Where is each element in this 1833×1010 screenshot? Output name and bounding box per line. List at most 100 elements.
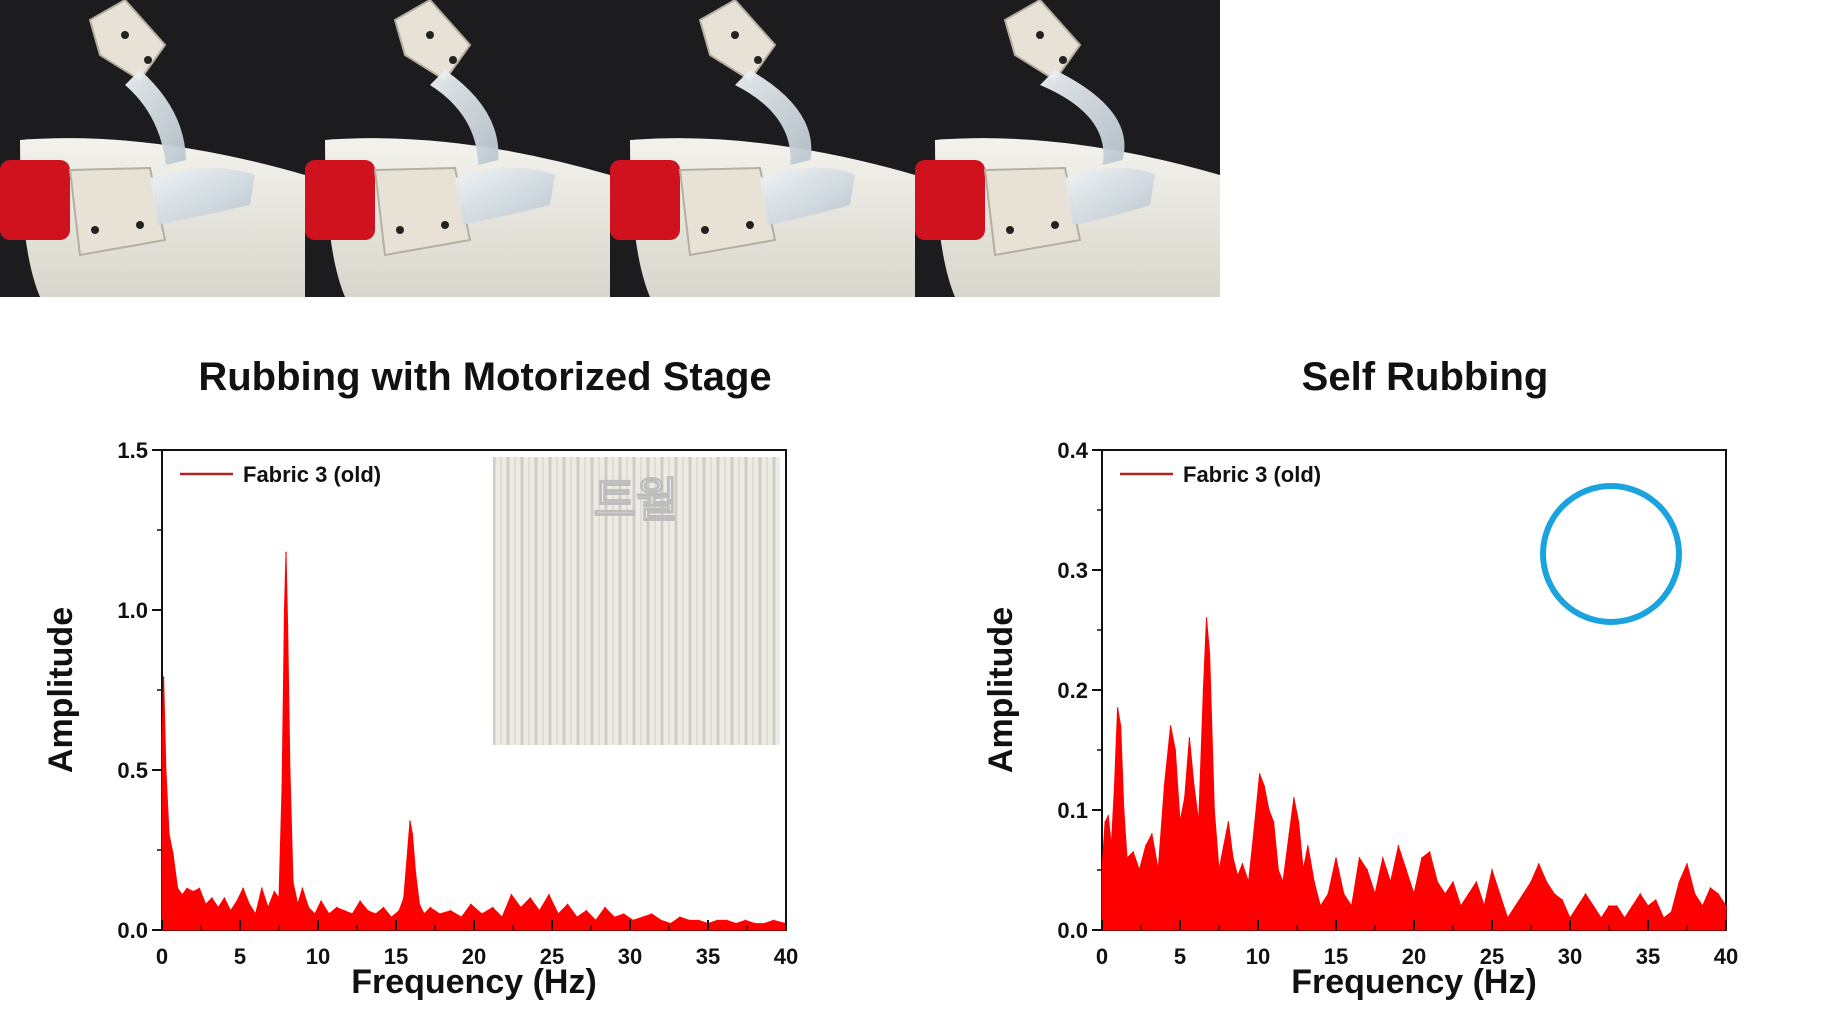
data-point <box>204 903 207 906</box>
data-point <box>641 916 644 918</box>
data-point <box>1247 881 1250 883</box>
data-point <box>351 913 354 915</box>
x-tick-label: 10 <box>306 944 330 969</box>
x-tick-label: 0 <box>156 944 168 969</box>
data-point <box>296 903 299 906</box>
data-point <box>1307 845 1309 847</box>
x-axis-label: Frequency (Hz) <box>351 963 597 1001</box>
data-point <box>1268 809 1270 811</box>
data-point <box>1686 863 1688 865</box>
data-point <box>382 906 385 909</box>
data-point <box>716 919 719 922</box>
data-point <box>1241 863 1244 865</box>
data-point <box>328 913 330 915</box>
y-tick-label: 0.5 <box>117 758 148 783</box>
data-point <box>1561 899 1563 901</box>
x-tick-label: 20 <box>462 944 486 969</box>
data-point <box>1227 821 1230 823</box>
data-point <box>242 887 244 890</box>
data-point <box>1232 857 1234 859</box>
data-point <box>165 769 167 771</box>
data-point <box>1258 773 1261 775</box>
data-point <box>211 897 213 899</box>
data-point <box>470 903 472 906</box>
data-point <box>1104 821 1106 823</box>
data-point <box>1222 845 1225 847</box>
y-tick-label: 1.0 <box>117 598 148 623</box>
y-tick-label: 0.4 <box>1057 438 1088 463</box>
data-point <box>1335 857 1337 859</box>
x-tick-label: 10 <box>1246 944 1270 969</box>
data-point <box>1174 749 1177 751</box>
data-point <box>735 922 737 925</box>
gripper-photo-strip <box>0 0 1220 297</box>
data-point <box>1193 785 1195 787</box>
data-point <box>772 919 775 922</box>
data-point <box>301 887 304 890</box>
data-point <box>1205 617 1208 619</box>
legend-label: Fabric 3 (old) <box>243 462 381 487</box>
data-point <box>236 900 238 902</box>
x-tick-label: 5 <box>234 944 246 969</box>
data-point <box>409 820 411 822</box>
inset-fabric-image <box>493 457 780 745</box>
data-point <box>1717 893 1719 895</box>
data-point <box>1631 905 1634 907</box>
data-point <box>1151 833 1153 835</box>
data-point <box>449 910 452 912</box>
data-point <box>491 906 494 909</box>
data-point <box>181 894 184 896</box>
x-axis-label: Frequency (Hz) <box>1291 963 1537 1001</box>
y-tick-label: 0.0 <box>117 918 148 943</box>
data-point <box>1157 869 1159 871</box>
data-point <box>1358 857 1361 859</box>
data-point <box>1119 725 1122 727</box>
data-point <box>273 890 276 893</box>
data-point <box>283 609 286 611</box>
x-tick-label: 30 <box>1558 944 1582 969</box>
data-point <box>1538 863 1540 865</box>
data-point <box>669 922 672 925</box>
data-point <box>1600 917 1602 919</box>
data-point <box>1208 653 1211 655</box>
data-point <box>1374 893 1376 895</box>
data-point <box>1116 707 1119 709</box>
data-point <box>320 900 322 902</box>
x-tick-label: 0 <box>1096 944 1108 969</box>
chart-right: 0 5 10 15 20 25 30 35 40 0.0 0.1 0.2 0.3 0.4 Fabric 3… <box>982 438 1738 1001</box>
data-point <box>566 903 569 906</box>
data-point <box>1577 905 1579 907</box>
x-tick-label: 15 <box>384 944 408 969</box>
data-point <box>1202 689 1205 691</box>
data-point <box>623 913 625 915</box>
data-point <box>529 897 531 899</box>
data-point <box>374 913 377 915</box>
data-point <box>359 900 361 902</box>
data-point <box>1197 821 1200 823</box>
data-point <box>254 913 257 915</box>
data-point <box>289 769 291 771</box>
data-point <box>1545 881 1548 883</box>
x-tick-label: 20 <box>1402 944 1426 969</box>
data-point <box>744 919 747 922</box>
data-point <box>1623 917 1626 919</box>
data-point <box>1302 869 1304 871</box>
data-point <box>557 913 559 915</box>
data-point <box>1179 821 1181 823</box>
y-axis-label: Amplitude <box>42 607 80 773</box>
data-point <box>1670 911 1673 913</box>
data-point <box>1499 893 1501 895</box>
data-point <box>660 919 662 922</box>
data-point <box>1655 899 1657 901</box>
data-point <box>576 916 578 918</box>
x-tick-label: 25 <box>1480 944 1504 969</box>
data-point <box>1421 857 1423 859</box>
blue-circle-annotation <box>1540 483 1682 625</box>
data-point <box>418 903 421 906</box>
data-point <box>1350 905 1353 907</box>
photo-frame <box>915 0 1220 297</box>
y-axis-label: Amplitude <box>982 607 1020 773</box>
data-point <box>1366 869 1368 871</box>
data-point <box>314 913 316 915</box>
data-point <box>1405 869 1407 871</box>
